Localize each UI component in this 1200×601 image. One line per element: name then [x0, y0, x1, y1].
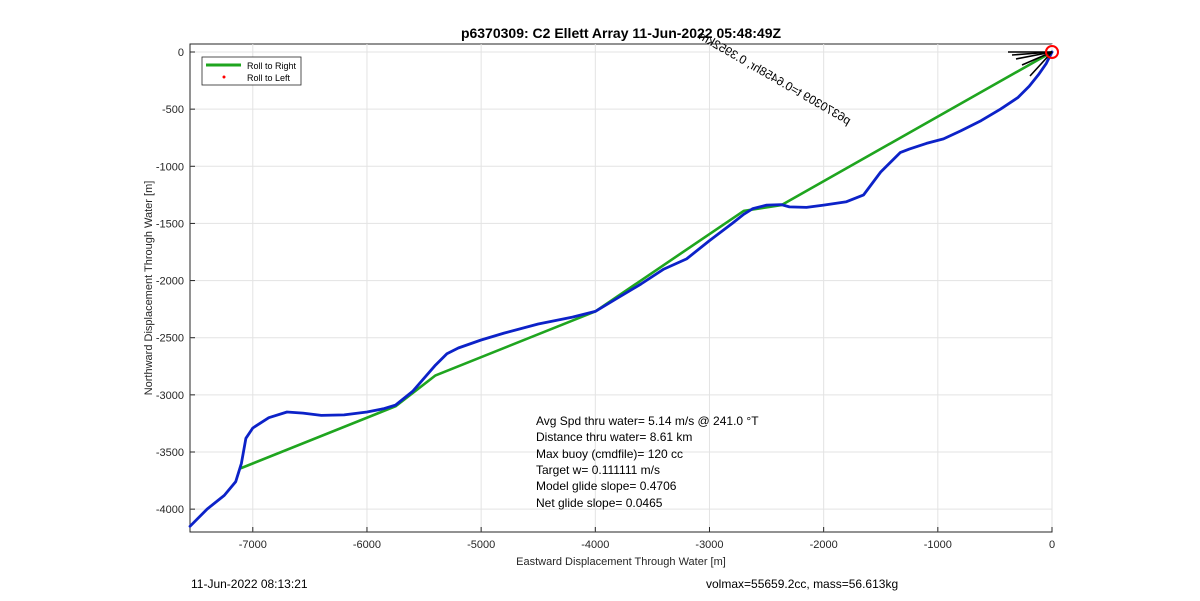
stat-avg-speed: Avg Spd thru water= 5.14 m/s @ 241.0 °T	[536, 414, 759, 428]
y-axis-label: Northward Displacement Through Water [m]	[143, 181, 155, 396]
legend-box	[201, 56, 302, 86]
y-tick-label: -500	[162, 104, 184, 116]
markers	[1008, 45, 1059, 77]
y-tick-label: -2500	[156, 333, 184, 345]
y-tick-label: -1000	[156, 161, 184, 173]
x-tick-label: -4000	[581, 539, 609, 551]
legend-label-roll-left: Roll to Left	[247, 73, 291, 83]
stat-max-buoy: Max buoy (cmdfile)= 120 cc	[536, 447, 683, 461]
y-tick-label: 0	[178, 47, 184, 59]
grid	[190, 44, 1053, 532]
axes-box	[189, 43, 1053, 533]
start-marker	[1045, 45, 1059, 59]
stat-distance: Distance thru water= 8.61 km	[536, 430, 692, 444]
x-axis-label: Eastward Displacement Through Water [m]	[516, 556, 726, 568]
x-tick-label: 0	[1049, 539, 1055, 551]
legend-label-roll-right: Roll to Right	[247, 61, 297, 71]
x-tick-label: -7000	[239, 539, 267, 551]
y-tick-label: -4000	[156, 504, 184, 516]
x-tick-label: -3000	[695, 539, 723, 551]
chart-title: p6370309: C2 Ellett Array 11-Jun-2022 05…	[461, 25, 782, 41]
footer-timestamp: 11-Jun-2022 08:13:21	[191, 577, 308, 591]
stats-annotation: Avg Spd thru water= 5.14 m/s @ 241.0 °T …	[536, 414, 759, 510]
stat-target-w: Target w= 0.111111 m/s	[536, 463, 660, 477]
x-tick-label: -1000	[924, 539, 952, 551]
x-tick-label: -2000	[810, 539, 838, 551]
legend-marker-roll-left	[222, 75, 226, 79]
series-layer	[188, 50, 1054, 528]
y-tick-label: -2000	[156, 276, 184, 288]
x-tick-label: -6000	[353, 539, 381, 551]
y-tick-label: -3000	[156, 390, 184, 402]
legend: Roll to Right Roll to Left	[201, 56, 302, 86]
ticks: -7000 -6000 -5000 -4000 -3000 -2000 -1000 0 0 -50…	[156, 47, 1055, 551]
y-tick-label: -3500	[156, 447, 184, 459]
stat-net-glide: Net glide slope= 0.0465	[536, 496, 663, 510]
x-tick-label: -5000	[467, 539, 495, 551]
stat-model-glide: Model glide slope= 0.4706	[536, 479, 677, 493]
series-line-track	[188, 50, 1054, 528]
y-tick-label: -1500	[156, 218, 184, 230]
footer-volmax-mass: volmax=55659.2cc, mass=56.613kg	[706, 577, 899, 591]
